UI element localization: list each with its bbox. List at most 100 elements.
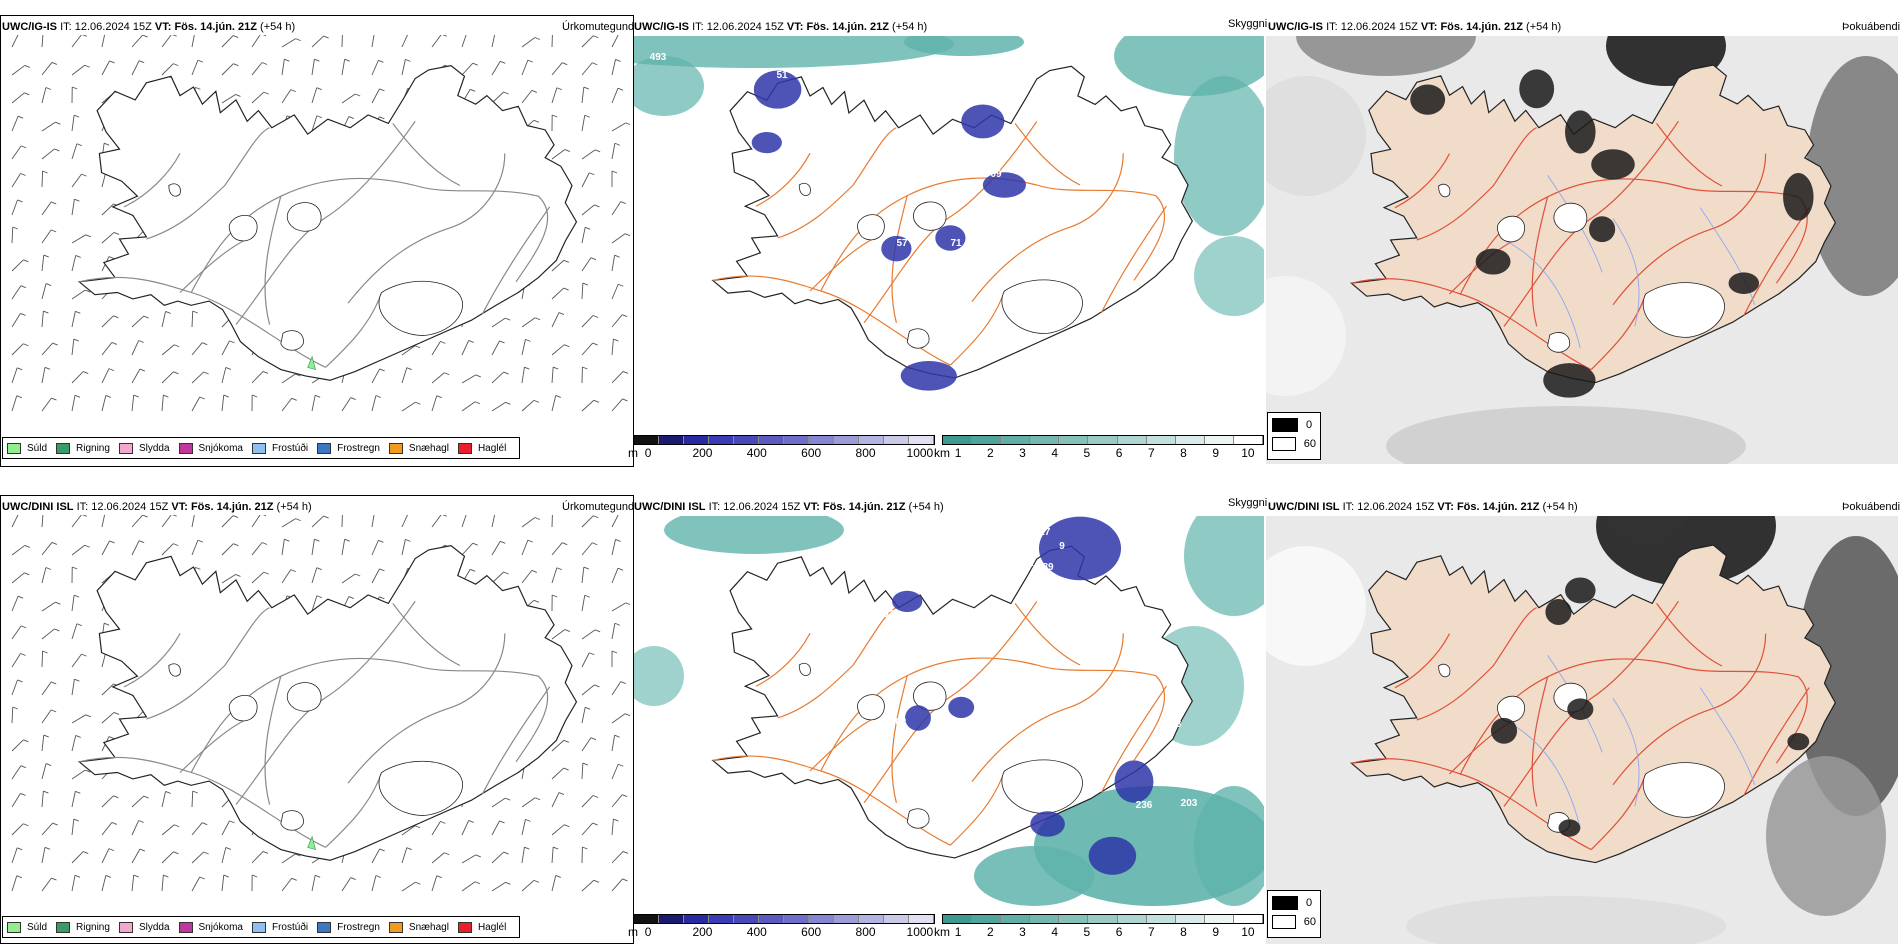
fog-indicator-area bbox=[1591, 149, 1635, 180]
wind-barb bbox=[71, 143, 83, 160]
road bbox=[755, 632, 811, 687]
legend-item: Snæhagl bbox=[388, 442, 449, 454]
road bbox=[1612, 153, 1767, 306]
road bbox=[1101, 685, 1167, 793]
colorbar-cells bbox=[633, 914, 935, 924]
wind-barb bbox=[401, 345, 421, 356]
legend-item: Frostúði bbox=[251, 921, 308, 933]
fog-map-1 bbox=[1266, 36, 1898, 464]
legend-label: Snjókoma bbox=[198, 921, 243, 933]
wind-barb bbox=[221, 543, 239, 556]
wind-barb bbox=[581, 114, 590, 132]
wind-barb bbox=[341, 397, 356, 412]
wind-barb bbox=[491, 797, 511, 808]
fog-shade bbox=[1386, 406, 1746, 464]
wind-barb bbox=[611, 35, 625, 48]
wind-barb bbox=[71, 769, 91, 780]
road bbox=[863, 601, 1038, 804]
wind-barb bbox=[71, 255, 81, 272]
fog-legend-label: 60 bbox=[1303, 916, 1316, 928]
colorbar-tick: 3 bbox=[1019, 925, 1026, 939]
vis-map-2: 127 9 565 81 89 103 102 81 100 108 54 236 203 bbox=[634, 516, 1264, 906]
model-name: UWC/DINI ISL bbox=[1268, 501, 1340, 513]
wind-barb bbox=[101, 231, 120, 244]
wind-barb bbox=[281, 373, 301, 384]
wind-barb bbox=[11, 545, 30, 556]
wind-barb bbox=[311, 874, 321, 892]
road bbox=[481, 206, 551, 315]
low-visibility-area bbox=[664, 516, 844, 554]
cloud-base-label: 86 bbox=[1070, 37, 1082, 48]
wind-barb bbox=[101, 35, 105, 48]
low-cloud-area bbox=[982, 172, 1026, 198]
wind-barb bbox=[491, 401, 511, 412]
wind-barb bbox=[11, 515, 24, 528]
wind-barb bbox=[191, 396, 205, 412]
wind-barb bbox=[71, 173, 87, 188]
wind-barb bbox=[461, 35, 467, 48]
glacier-outline bbox=[857, 694, 885, 721]
colorbar-cells bbox=[942, 435, 1264, 445]
wind-barb bbox=[581, 822, 598, 836]
wind-barb bbox=[71, 289, 91, 300]
wind-barb bbox=[581, 282, 589, 300]
wind-barb bbox=[281, 569, 296, 584]
wind-barb bbox=[131, 60, 145, 76]
cloud-base-label: 103 bbox=[878, 609, 895, 620]
wind-barb bbox=[251, 874, 258, 892]
wind-barb bbox=[221, 35, 239, 48]
legend-label: Snæhagl bbox=[408, 921, 449, 933]
legend-item: Snjókoma bbox=[178, 442, 243, 454]
fog-indicator-area bbox=[1475, 248, 1511, 275]
wind-barb bbox=[101, 822, 118, 836]
iceland-map bbox=[711, 516, 1194, 875]
road bbox=[1612, 633, 1767, 786]
wind-barb bbox=[371, 875, 382, 892]
colorbar-cell bbox=[972, 436, 1002, 444]
wind-barb bbox=[11, 115, 24, 132]
wind-barb bbox=[581, 62, 598, 76]
wind-barb bbox=[161, 543, 179, 556]
fog-legend-swatch bbox=[1272, 896, 1298, 910]
wind-barb bbox=[71, 851, 89, 864]
wind-barb bbox=[251, 35, 267, 48]
road bbox=[123, 153, 181, 208]
road bbox=[777, 607, 897, 719]
precip-header-2: UWC/DINI ISL IT: 12.06.2024 15Z VT: Fös.… bbox=[2, 501, 312, 513]
wind-barb bbox=[611, 713, 630, 724]
wind-barb bbox=[161, 874, 169, 892]
wind-barb bbox=[371, 568, 385, 584]
colorbar-cell bbox=[1146, 436, 1176, 444]
fog-indicator-area bbox=[1567, 698, 1594, 720]
wind-barb bbox=[551, 846, 559, 864]
colorbar-cell bbox=[1233, 915, 1264, 923]
glacier-outline bbox=[168, 183, 181, 197]
wind-barb bbox=[521, 338, 531, 356]
wind-barb bbox=[161, 515, 177, 528]
colorbar-cell bbox=[1117, 915, 1147, 923]
road bbox=[481, 686, 551, 795]
wind-barb bbox=[611, 87, 624, 104]
wind-barb bbox=[191, 851, 209, 864]
iceland-map bbox=[77, 545, 578, 861]
fog-legend-row: 60 bbox=[1272, 437, 1316, 451]
wind-barb bbox=[191, 35, 195, 48]
fog-legend-swatch bbox=[1272, 418, 1298, 432]
colorbar-tick: 7 bbox=[1147, 446, 1155, 460]
wind-barb bbox=[521, 89, 538, 104]
road bbox=[1416, 607, 1537, 721]
iceland-map bbox=[1349, 64, 1837, 398]
wind-barb bbox=[611, 818, 619, 836]
road bbox=[949, 290, 1005, 366]
wind-barb bbox=[371, 88, 385, 104]
model-name: UWC/IG-IS bbox=[1268, 21, 1323, 33]
wind-barb bbox=[191, 790, 198, 808]
legend-label: Súld bbox=[27, 442, 48, 454]
wind-barb bbox=[11, 765, 27, 780]
cloud-base-label: 98 bbox=[1052, 37, 1064, 48]
colorbar-unit: m bbox=[628, 925, 638, 939]
road bbox=[347, 633, 506, 784]
wind-barb bbox=[431, 515, 447, 528]
colorbar-cell bbox=[884, 915, 909, 923]
wind-barb bbox=[611, 878, 628, 892]
